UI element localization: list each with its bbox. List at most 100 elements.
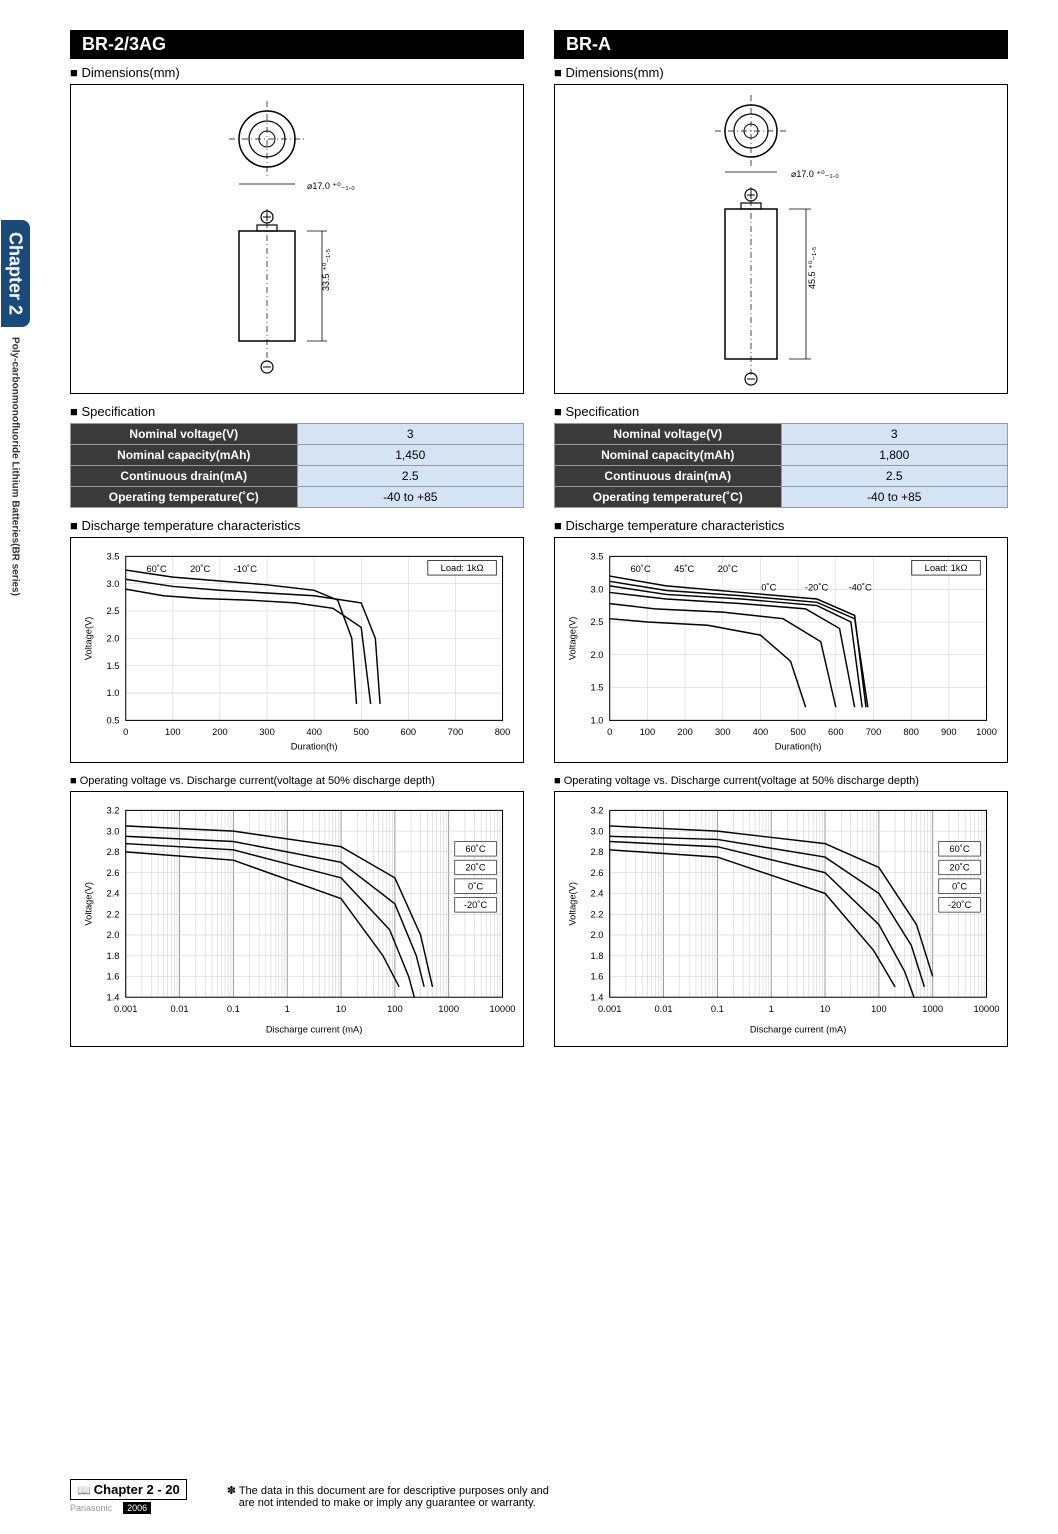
svg-text:3.0: 3.0 [107, 579, 120, 589]
svg-text:60˚C: 60˚C [146, 564, 166, 574]
svg-text:100: 100 [871, 1003, 887, 1013]
battery-svg-left: ⌀17.0 ⁺⁰₋₁.₀ 33.5 ⁺⁰₋₁.₅ [167, 89, 427, 389]
svg-text:200: 200 [677, 727, 693, 737]
svg-text:1.6: 1.6 [107, 971, 120, 981]
svg-text:3.5: 3.5 [591, 551, 604, 561]
svg-text:700: 700 [448, 727, 464, 737]
svg-text:Load: 1kΩ: Load: 1kΩ [925, 563, 968, 573]
height-label: 33.5 ⁺⁰₋₁.₅ [321, 248, 331, 291]
svg-text:60˚C: 60˚C [465, 844, 485, 854]
svg-text:600: 600 [828, 727, 844, 737]
svg-text:20˚C: 20˚C [465, 862, 485, 872]
svg-text:0˚C: 0˚C [468, 881, 483, 891]
svg-text:0.01: 0.01 [170, 1003, 188, 1013]
side-tab: Chapter 2 Poly-carbonmonofluoride Lithiu… [0, 220, 30, 596]
svg-text:0.5: 0.5 [107, 716, 120, 726]
svg-text:2.4: 2.4 [591, 888, 604, 898]
dim-label-right: Dimensions(mm) [554, 65, 1008, 80]
svg-text:2.8: 2.8 [591, 847, 604, 857]
svg-text:1.4: 1.4 [107, 992, 120, 1002]
svg-text:60˚C: 60˚C [630, 564, 650, 574]
page-content: BR-2/3AG Dimensions(mm) ⌀17.0 ⁺⁰₋₁.₀ [70, 30, 1008, 1059]
svg-text:300: 300 [259, 727, 275, 737]
table-row: Nominal voltage(V)3 [71, 424, 524, 445]
svg-text:700: 700 [866, 727, 882, 737]
svg-text:300: 300 [715, 727, 731, 737]
svg-text:2.0: 2.0 [591, 650, 604, 660]
svg-text:2.0: 2.0 [107, 930, 120, 940]
table-row: Operating temperature(˚C)-40 to +85 [555, 487, 1008, 508]
svg-text:-20˚C: -20˚C [464, 900, 488, 910]
diameter-label: ⌀17.0 ⁺⁰₋₁.₀ [307, 181, 355, 191]
opv-label-right: Operating voltage vs. Discharge current(… [554, 775, 1008, 787]
svg-text:3.2: 3.2 [591, 805, 604, 815]
svg-text:800: 800 [903, 727, 919, 737]
svg-text:Voltage(V): Voltage(V) [567, 617, 577, 661]
discharge-label-right: Discharge temperature characteristics [554, 518, 1008, 533]
svg-text:0˚C: 0˚C [952, 881, 967, 891]
svg-text:1.8: 1.8 [107, 950, 120, 960]
svg-text:800: 800 [495, 727, 511, 737]
svg-text:-20˚C: -20˚C [805, 583, 829, 593]
svg-text:0: 0 [123, 727, 128, 737]
svg-text:0.01: 0.01 [654, 1003, 672, 1013]
svg-text:2.0: 2.0 [107, 634, 120, 644]
svg-text:200: 200 [212, 727, 228, 737]
svg-text:3.2: 3.2 [107, 805, 120, 815]
svg-text:10000: 10000 [490, 1003, 515, 1013]
opv-chart-right: 0.0010.010.11101001000100001.41.61.82.02… [554, 791, 1008, 1048]
svg-text:Discharge current (mA): Discharge current (mA) [750, 1024, 846, 1034]
svg-text:2.5: 2.5 [591, 617, 604, 627]
svg-text:0: 0 [607, 727, 612, 737]
opv-label-left: Operating voltage vs. Discharge current(… [70, 775, 524, 787]
svg-text:20˚C: 20˚C [190, 564, 210, 574]
svg-text:Load: 1kΩ: Load: 1kΩ [441, 563, 484, 573]
svg-text:0.1: 0.1 [227, 1003, 240, 1013]
svg-text:400: 400 [306, 727, 322, 737]
svg-text:20˚C: 20˚C [949, 862, 969, 872]
svg-text:1000: 1000 [976, 727, 997, 737]
svg-text:45˚C: 45˚C [674, 564, 694, 574]
svg-text:10000: 10000 [974, 1003, 999, 1013]
table-row: Continuous drain(mA)2.5 [555, 466, 1008, 487]
svg-text:Voltage(V): Voltage(V) [83, 882, 93, 926]
battery-svg-right: ⌀17.0 ⁺⁰₋₁.₀ 45.5 ⁺⁰₋₁.₅ [651, 89, 911, 389]
svg-text:500: 500 [790, 727, 806, 737]
svg-text:600: 600 [401, 727, 417, 737]
svg-text:1.5: 1.5 [107, 661, 120, 671]
model-header-left: BR-2/3AG [70, 30, 524, 59]
spec-table-left: Nominal voltage(V)3Nominal capacity(mAh)… [70, 423, 524, 508]
svg-text:Voltage(V): Voltage(V) [83, 617, 93, 661]
svg-text:2.4: 2.4 [107, 888, 120, 898]
svg-text:500: 500 [353, 727, 369, 737]
table-row: Nominal capacity(mAh)1,800 [555, 445, 1008, 466]
model-header-right: BR-A [554, 30, 1008, 59]
spec-label-right: Specification [554, 404, 1008, 419]
svg-text:1.0: 1.0 [107, 688, 120, 698]
left-column: BR-2/3AG Dimensions(mm) ⌀17.0 ⁺⁰₋₁.₀ [70, 30, 524, 1059]
svg-text:100: 100 [165, 727, 181, 737]
svg-text:60˚C: 60˚C [949, 844, 969, 854]
svg-text:3.5: 3.5 [107, 551, 120, 561]
svg-text:Voltage(V): Voltage(V) [567, 882, 577, 926]
svg-text:Discharge current (mA): Discharge current (mA) [266, 1024, 362, 1034]
svg-text:1000: 1000 [438, 1003, 459, 1013]
svg-text:1.4: 1.4 [591, 992, 604, 1002]
year-label: 2006 [123, 1502, 151, 1514]
series-label: Poly-carbonmonofluoride Lithium Batterie… [10, 337, 21, 596]
svg-text:1.5: 1.5 [591, 683, 604, 693]
svg-text:-20˚C: -20˚C [948, 900, 972, 910]
svg-text:100: 100 [387, 1003, 403, 1013]
svg-text:3.0: 3.0 [591, 826, 604, 836]
svg-text:-10˚C: -10˚C [234, 564, 258, 574]
svg-text:20˚C: 20˚C [718, 564, 738, 574]
table-row: Continuous drain(mA)2.5 [71, 466, 524, 487]
svg-text:1.0: 1.0 [591, 716, 604, 726]
diameter-label-r: ⌀17.0 ⁺⁰₋₁.₀ [791, 169, 839, 179]
svg-text:2.2: 2.2 [591, 909, 604, 919]
discharge-chart-left: 01002003004005006007008000.51.01.52.02.5… [70, 537, 524, 763]
spec-label-left: Specification [70, 404, 524, 419]
svg-text:400: 400 [753, 727, 769, 737]
svg-text:Duration(h): Duration(h) [291, 741, 338, 751]
table-row: Operating temperature(˚C)-40 to +85 [71, 487, 524, 508]
